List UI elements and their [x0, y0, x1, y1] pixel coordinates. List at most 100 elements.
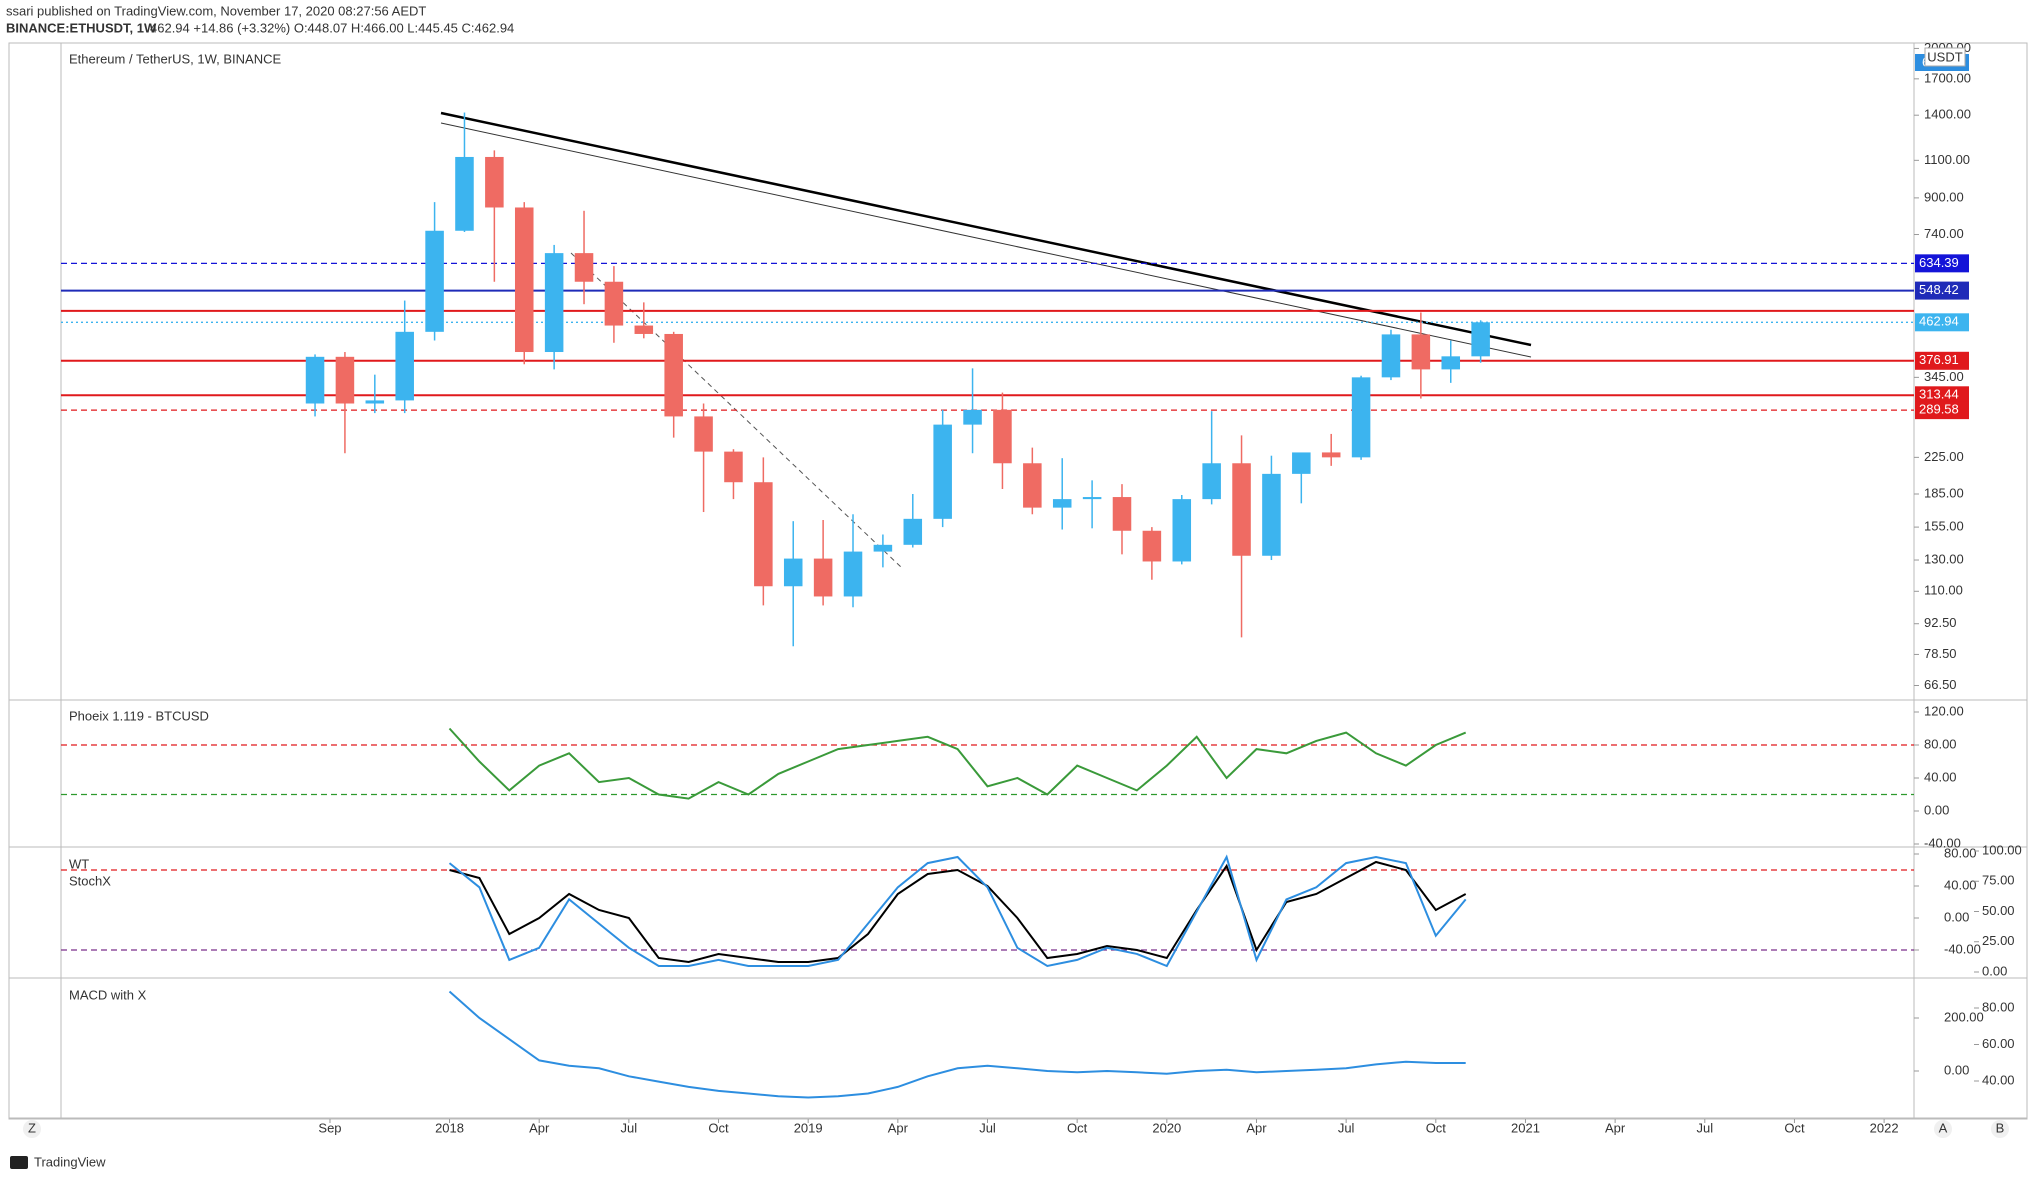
candle-body	[395, 331, 414, 401]
candle-body	[425, 230, 444, 332]
plot-layer: 2000.001700.001400.001100.00900.00740.00…	[61, 40, 2022, 1135]
legend-entry: StochX	[69, 873, 111, 888]
x-tick-label: 2021	[1511, 1120, 1540, 1135]
candle-body	[455, 156, 474, 231]
x-tick-label: Jul	[1338, 1120, 1355, 1135]
y-tick-label: 185.00	[1924, 485, 1964, 500]
panel	[61, 112, 1914, 647]
candle-body	[514, 207, 534, 353]
candle-body	[604, 281, 624, 326]
y-tick-label: 1100.00	[1924, 152, 1970, 167]
y-tick-label: 1400.00	[1924, 107, 1971, 122]
candle-body	[1321, 452, 1341, 458]
x-tick-label: 2019	[794, 1120, 823, 1135]
publisher-line: ssari published on TradingView.com, Nove…	[6, 3, 426, 18]
chart-title: Ethereum / TetherUS, 1W, BINANCE	[69, 51, 281, 66]
panel	[61, 854, 1914, 968]
y-tick-label: 92.50	[1924, 615, 1957, 630]
candle-body	[1052, 499, 1072, 508]
y-tick-label: 120.00	[1924, 703, 1964, 718]
frame	[8, 42, 2028, 1120]
candle-body	[1262, 473, 1281, 556]
y2-tick-label: 0.00	[1982, 963, 2007, 978]
button[interactable]	[1934, 1120, 1952, 1138]
button-label[interactable]: A	[1939, 1120, 1948, 1135]
button[interactable]	[23, 1120, 41, 1138]
y-tick-label: 155.00	[1924, 519, 1964, 534]
y-tick-label: 0.00	[1944, 1062, 1969, 1077]
y-tick-label: 740.00	[1924, 226, 1964, 241]
candle-body	[1232, 463, 1251, 556]
x-tick-label: Apr	[529, 1120, 550, 1135]
x-tick-label: Jul	[1696, 1120, 1713, 1135]
y-tick-label: 900.00	[1924, 189, 1964, 204]
candle-body	[1172, 499, 1192, 562]
candle-body	[1292, 452, 1311, 474]
x-tick-label: Oct	[1784, 1120, 1805, 1135]
button-label[interactable]: Z	[28, 1120, 36, 1135]
price-tag-label: 313.44	[1919, 387, 1959, 402]
panel	[448, 990, 1466, 1099]
candle-body	[574, 253, 594, 282]
candle-body	[1471, 322, 1490, 357]
candle-body	[544, 253, 564, 353]
candle-body	[903, 518, 923, 545]
price-tag-label: 376.91	[1919, 352, 1959, 367]
candle-body	[813, 558, 833, 597]
candle-body	[1441, 356, 1461, 370]
candle-body	[664, 333, 683, 417]
x-tick-label: 2018	[435, 1120, 464, 1135]
button-label[interactable]: B	[1996, 1120, 2005, 1135]
y-tick-label: 78.50	[1924, 646, 1957, 661]
candle-body	[724, 451, 743, 483]
candle-body	[933, 424, 952, 519]
x-tick-label: Oct	[708, 1120, 729, 1135]
y2-tick-label: 50.00	[1982, 903, 2015, 918]
candle-body	[365, 400, 385, 404]
price-tag	[1915, 254, 1969, 273]
y-tick-label: 130.00	[1924, 551, 1964, 566]
panel-title: Phoeix 1.119 - BTCUSD	[69, 708, 209, 723]
x-tick-label: Sep	[318, 1120, 341, 1135]
y-tick-label: 66.50	[1924, 677, 1957, 692]
y-tick-label: 0.00	[1924, 802, 1949, 817]
y-tick-label: 200.00	[1944, 1009, 1984, 1024]
y2-tick-label: 60.00	[1982, 1036, 2015, 1051]
candle-body	[993, 409, 1012, 464]
y-tick-label: 345.00	[1924, 369, 1964, 384]
button[interactable]	[1991, 1120, 2009, 1138]
x-tick-label: Apr	[1605, 1120, 1626, 1135]
candle-body	[485, 156, 504, 208]
y-tick-label: 80.00	[1944, 845, 1977, 860]
candle-body	[305, 356, 325, 404]
series-line	[448, 727, 1467, 800]
symbol: BINANCE:ETHUSDT, 1W	[6, 20, 157, 35]
y2-tick-label: 75.00	[1982, 873, 2015, 888]
y-tick-label: 80.00	[1924, 736, 1957, 751]
candle-body	[754, 482, 773, 587]
candle-body	[1112, 497, 1132, 531]
candle-body	[963, 409, 982, 425]
footer-logo: TradingView	[34, 1154, 106, 1169]
price-tag	[1915, 313, 1969, 332]
candle-body	[1351, 377, 1371, 458]
trendline	[440, 111, 1532, 347]
candle-body	[694, 416, 713, 452]
y-tick-label: 0.00	[1944, 909, 1969, 924]
x-tick-label: Apr	[1246, 1120, 1267, 1135]
currency-box	[1924, 47, 1966, 67]
panel	[61, 727, 1914, 800]
y-tick-label: 225.00	[1924, 449, 1964, 464]
price-tag-label: 462.94	[1919, 314, 1959, 329]
candle-body	[783, 558, 803, 587]
price-tag-label: 634.39	[1919, 255, 1959, 270]
candle-body	[873, 544, 893, 552]
y-tick-label: 40.00	[1924, 769, 1957, 784]
y-tick-label: -40.00	[1944, 941, 1981, 956]
y2-tick-label: 100.00	[1982, 842, 2022, 857]
currency: USDT	[1927, 49, 1962, 64]
price-tag	[1915, 281, 1969, 300]
candle-body	[1082, 497, 1102, 500]
